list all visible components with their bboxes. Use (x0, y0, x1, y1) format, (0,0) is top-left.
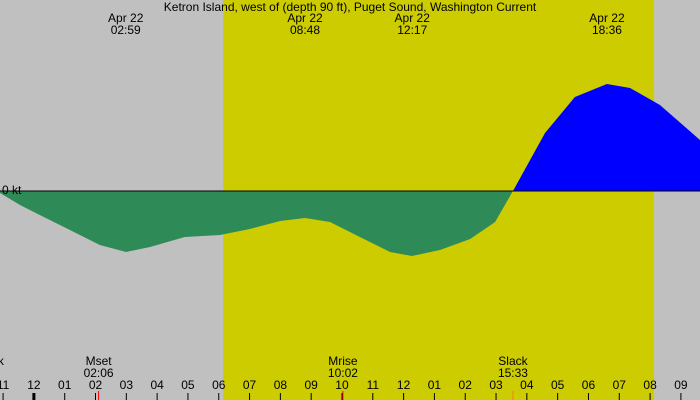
current-area (512, 84, 700, 191)
x-tick-label: 02 (459, 378, 473, 392)
x-tick-label: 04 (520, 378, 534, 392)
event-time: 02:59 (111, 23, 141, 37)
x-tick-label: 05 (181, 378, 195, 392)
current-area (0, 191, 513, 256)
x-tick-label: 02 (89, 378, 103, 392)
x-tick-label: 08 (274, 378, 288, 392)
x-tick-label: 08 (643, 378, 657, 392)
event-date: Apr 22 (287, 11, 323, 25)
x-tick-label: 06 (212, 378, 226, 392)
x-tick-label: 09 (304, 378, 318, 392)
x-tick-label: 03 (120, 378, 134, 392)
x-tick-label: 04 (150, 378, 164, 392)
event-name: Slack (0, 354, 5, 368)
x-tick-label: 10 (335, 378, 349, 392)
event-time: 18:36 (592, 23, 622, 37)
event-date: Apr 22 (108, 11, 144, 25)
y-label: 0 kt (2, 183, 22, 197)
event-time: 10:02 (328, 366, 358, 380)
event-name: Mset (86, 354, 113, 368)
x-tick-label: 12 (397, 378, 411, 392)
x-tick-label: 07 (243, 378, 257, 392)
x-tick-label: 01 (428, 378, 442, 392)
chart-title: Ketron Island, west of (depth 90 ft), Pu… (164, 0, 537, 14)
x-tick-label: 11 (367, 378, 380, 392)
x-tick-label: 06 (582, 378, 596, 392)
x-tick-label: 07 (613, 378, 627, 392)
event-name: Mrise (328, 354, 358, 368)
x-tick-label: 09 (674, 378, 688, 392)
event-name: Slack (498, 354, 528, 368)
x-tick-label: 12 (27, 378, 41, 392)
event-time: 08:48 (290, 23, 320, 37)
event-time: 02:06 (84, 366, 114, 380)
event-date: Apr 22 (589, 11, 625, 25)
event-date: Apr 22 (395, 11, 431, 25)
event-time: 12:17 (397, 23, 427, 37)
x-tick-label: 03 (489, 378, 503, 392)
x-tick-label: 11 (0, 378, 10, 392)
x-tick-label: 01 (58, 378, 72, 392)
event-time: 15:33 (498, 366, 528, 380)
x-tick-label: 05 (551, 378, 565, 392)
